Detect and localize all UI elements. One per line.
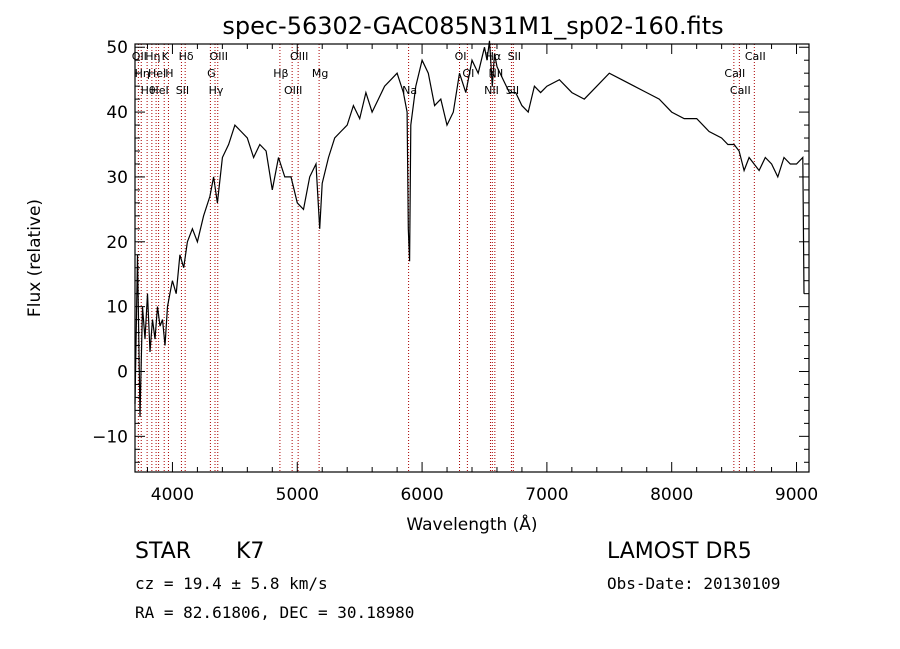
y-axis-ticks: −10 0 10 20 30 40 50 <box>92 38 809 463</box>
y-tick-label: 50 <box>106 38 128 58</box>
y-tick-label: 20 <box>106 233 128 253</box>
line-marker-label: Hθ <box>141 84 156 97</box>
x-axis-ticks: 4000 5000 6000 7000 8000 9000 <box>146 44 818 505</box>
line-marker-label: Hδ <box>179 50 194 63</box>
line-marker-label: HeI <box>150 84 168 97</box>
line-marker-label: Hη <box>135 67 150 80</box>
line-marker-label: H <box>165 67 173 80</box>
y-axis-label: Flux (relative) <box>25 199 45 317</box>
chart-title: spec-56302-GAC085N31M1_sp02-160.fits <box>222 12 723 40</box>
line-marker-label: Hγ <box>209 84 224 97</box>
y-tick-label: 30 <box>106 168 128 188</box>
plot-frame <box>134 43 810 473</box>
line-marker-label: Mg <box>312 67 328 80</box>
line-marker-label: SII <box>508 50 521 63</box>
subclass: K7 <box>236 539 265 564</box>
x-tick-label: 4000 <box>151 485 194 505</box>
line-marker-label: G <box>207 67 216 80</box>
line-marker-label: OIII <box>290 50 308 63</box>
line-marker-label: Na <box>402 84 417 97</box>
y-tick-label: 10 <box>106 298 128 318</box>
line-marker-label: Hη <box>145 50 160 63</box>
line-marker-label: OIII <box>210 50 228 63</box>
line-marker-label: HeI <box>148 67 166 80</box>
line-marker-labels: OIIHηHθHηHeIHeIKHSIIHδGHγOIIIHβOIIIOIIIM… <box>132 50 766 97</box>
line-marker-label: SII <box>176 84 189 97</box>
x-tick-label: 8000 <box>650 485 693 505</box>
redshift-readout: cz = 19.4 ± 5.8 km/s <box>135 574 328 593</box>
line-marker-label: CaII <box>724 67 745 80</box>
survey-name: LAMOST DR5 <box>607 539 752 564</box>
line-marker-label: OIII <box>284 84 302 97</box>
y-tick-label: −10 <box>92 427 128 447</box>
line-marker-label: K <box>162 50 170 63</box>
line-marker-label: CaII <box>745 50 766 63</box>
x-tick-label: 6000 <box>400 485 443 505</box>
line-marker-label: Hα <box>486 50 502 63</box>
line-marker-label: CaII <box>730 84 751 97</box>
series-0-line <box>134 40 805 417</box>
line-markers <box>137 44 755 472</box>
line-marker-label: Hβ <box>273 67 288 80</box>
x-tick-label: 9000 <box>775 485 818 505</box>
x-tick-label: 5000 <box>276 485 319 505</box>
line-marker-label: NII <box>484 84 499 97</box>
y-tick-label: 0 <box>117 362 128 382</box>
line-marker-label: OI <box>462 67 474 80</box>
coordinates: RA = 82.61806, DEC = 30.18980 <box>135 603 415 622</box>
x-axis-label: Wavelength (Å) <box>406 513 537 535</box>
line-marker-label: OI <box>455 50 467 63</box>
object-class: STAR <box>135 539 192 564</box>
obs-date: Obs-Date: 20130109 <box>607 574 781 593</box>
y-tick-label: 40 <box>106 103 128 123</box>
x-tick-label: 7000 <box>525 485 568 505</box>
